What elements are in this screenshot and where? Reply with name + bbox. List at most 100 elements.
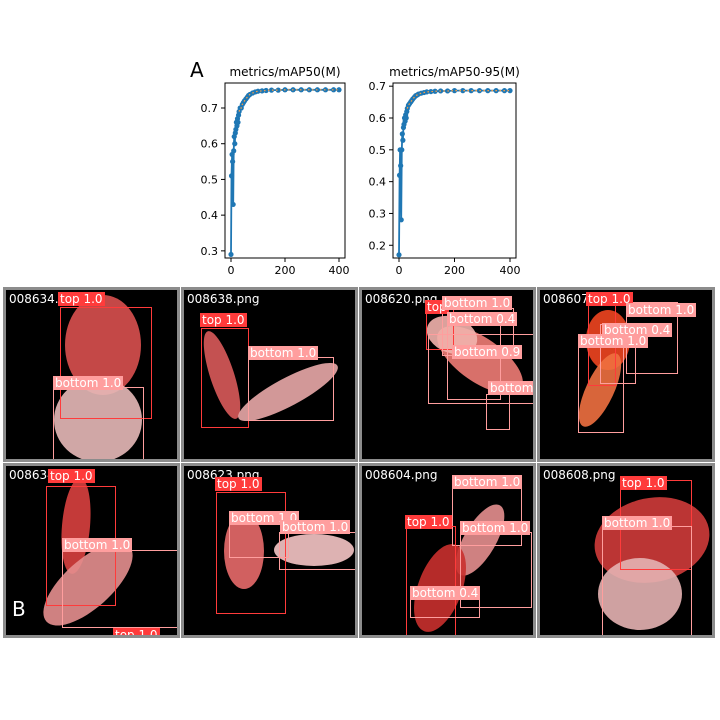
data-point [396,172,403,178]
chart-map50: metrics/mAP50(M) 0.3 0.4 0.5 0.6 0.7 0 200 400 [201,65,350,277]
data-point [259,88,265,94]
data-point [468,88,474,94]
bounding-box [248,357,334,421]
fish-image [224,513,354,589]
chart-title: metrics/mAP50-95(M) [389,65,520,79]
fish-shape [578,353,622,427]
bounding-box [53,387,144,459]
chart-title: metrics/mAP50(M) [229,65,340,79]
x-tick-label: 0 [396,264,403,277]
data-point [322,87,329,93]
data-point [428,88,434,95]
detection-label: bottom 1.0 [578,334,649,348]
data-point [507,88,513,94]
smooth-line [406,89,510,109]
bounding-box [602,526,692,635]
data-point [399,131,405,137]
detection-label: bottom 1.0 [460,521,531,535]
fish-image [203,331,338,422]
y-tick-label: 0.7 [201,102,219,115]
tile-filename: 008607 [543,292,589,306]
tile-filename: 008634. [9,292,59,306]
detection-label: bottom 1.0 [53,376,124,390]
detection-label: top 1.0 [586,292,633,306]
data-point [398,217,404,223]
detection-grid: 008634. top 1.0 bottom 1.0 008638.png top 1.… [0,285,720,645]
bounding-box [216,492,286,614]
detection-tile: 008607 top 1.0 bottom 1.0 bottom 0.4 bottom … [537,287,715,462]
bounding-box [201,328,249,428]
tile-filename: 008620.png [365,292,438,306]
series-line [230,88,339,255]
series-line [398,89,510,255]
chart-map50-95: metrics/mAP50-95(M) 0.2 0.3 0.4 0.5 0.6 0.7 0 20… [369,65,521,277]
data-point [255,88,261,94]
fish-shape [274,534,354,566]
data-point [400,137,406,143]
detection-label: bottom 0.4 [447,312,518,326]
fish-shape [224,513,264,589]
y-tick-label: 0.3 [369,207,387,220]
y-tick-label: 0.4 [369,176,387,189]
fish-shape [598,558,682,630]
data-point [399,147,405,153]
tile-filename: 008634 [9,468,55,482]
data-point [398,163,404,169]
data-point [268,87,275,93]
detection-tile: 008623.png top 1.0 bottom 1.0 bottom 1.0 [181,463,358,638]
y-tick-label: 0.6 [201,138,219,151]
bounding-box [279,532,355,570]
detection-label: top 1.0 [48,469,95,483]
bounding-box [486,394,510,430]
x-tick-label: 400 [500,264,521,277]
data-point [228,251,234,258]
x-tick-label: 200 [444,264,465,277]
tile-filename: 008604.png [365,468,438,482]
data-point [336,87,342,93]
detection-label: top 1.0 [215,477,262,491]
detection-tile: 008634 top 1.0 bottom 1.0 top 1.0 [3,463,180,638]
detection-label: bottom 1.0 [248,346,319,360]
metrics-charts: A metrics/mAP50(M) 0.3 0.4 0.5 0.6 0.7 0 200 400… [190,58,521,277]
detection-label: bottom 0.4 [602,323,673,337]
detection-label: top 1.0 [58,292,105,306]
data-point [432,88,438,94]
detection-label: bottom 1.0 [626,303,697,317]
detection-tile: 008620.png top bottom 1.0 bottom 0.4 bottom … [359,287,536,462]
y-tick-label: 0.5 [369,144,387,157]
fish-shape [238,362,338,422]
data-point [230,158,236,165]
data-point [228,173,235,179]
x-tick-label: 200 [275,264,296,277]
detection-label: bottom 0.4 [410,586,481,600]
detection-tile: 008638.png top 1.0 bottom 1.0 [181,287,358,462]
detection-label: bottom 1.0 [488,381,533,395]
detection-label: bottom 1.0 [280,520,351,534]
data-point [331,87,337,93]
data-point [232,141,238,147]
x-tick-label: 0 [228,264,235,277]
detection-label: bottom 1.0 [442,296,513,310]
data-point [230,201,236,208]
y-tick-label: 0.4 [201,209,219,222]
fish-shape [203,331,241,419]
detection-label: bottom 0.9 [452,345,523,359]
panel-letter-a: A [190,58,204,82]
data-point [231,148,237,154]
detection-label: top 1.0 [200,313,247,327]
detection-tile: 008634. top 1.0 bottom 1.0 [3,287,180,462]
smooth-line [238,89,339,112]
y-tick-label: 0.7 [369,80,387,93]
x-tick-label: 400 [329,264,350,277]
y-tick-label: 0.3 [201,245,219,258]
detection-label: top 1.0 [113,628,160,635]
data-point [424,89,430,95]
detection-label: top 1.0 [405,515,452,529]
detection-label: bottom 1.0 [62,538,133,552]
detection-label: bottom 1.0 [602,516,673,530]
panel-letter-b: B [12,597,26,621]
y-tick-label: 0.6 [369,112,387,125]
y-tick-label: 0.5 [201,173,219,186]
data-point [275,87,281,93]
fish-shape [43,542,133,626]
